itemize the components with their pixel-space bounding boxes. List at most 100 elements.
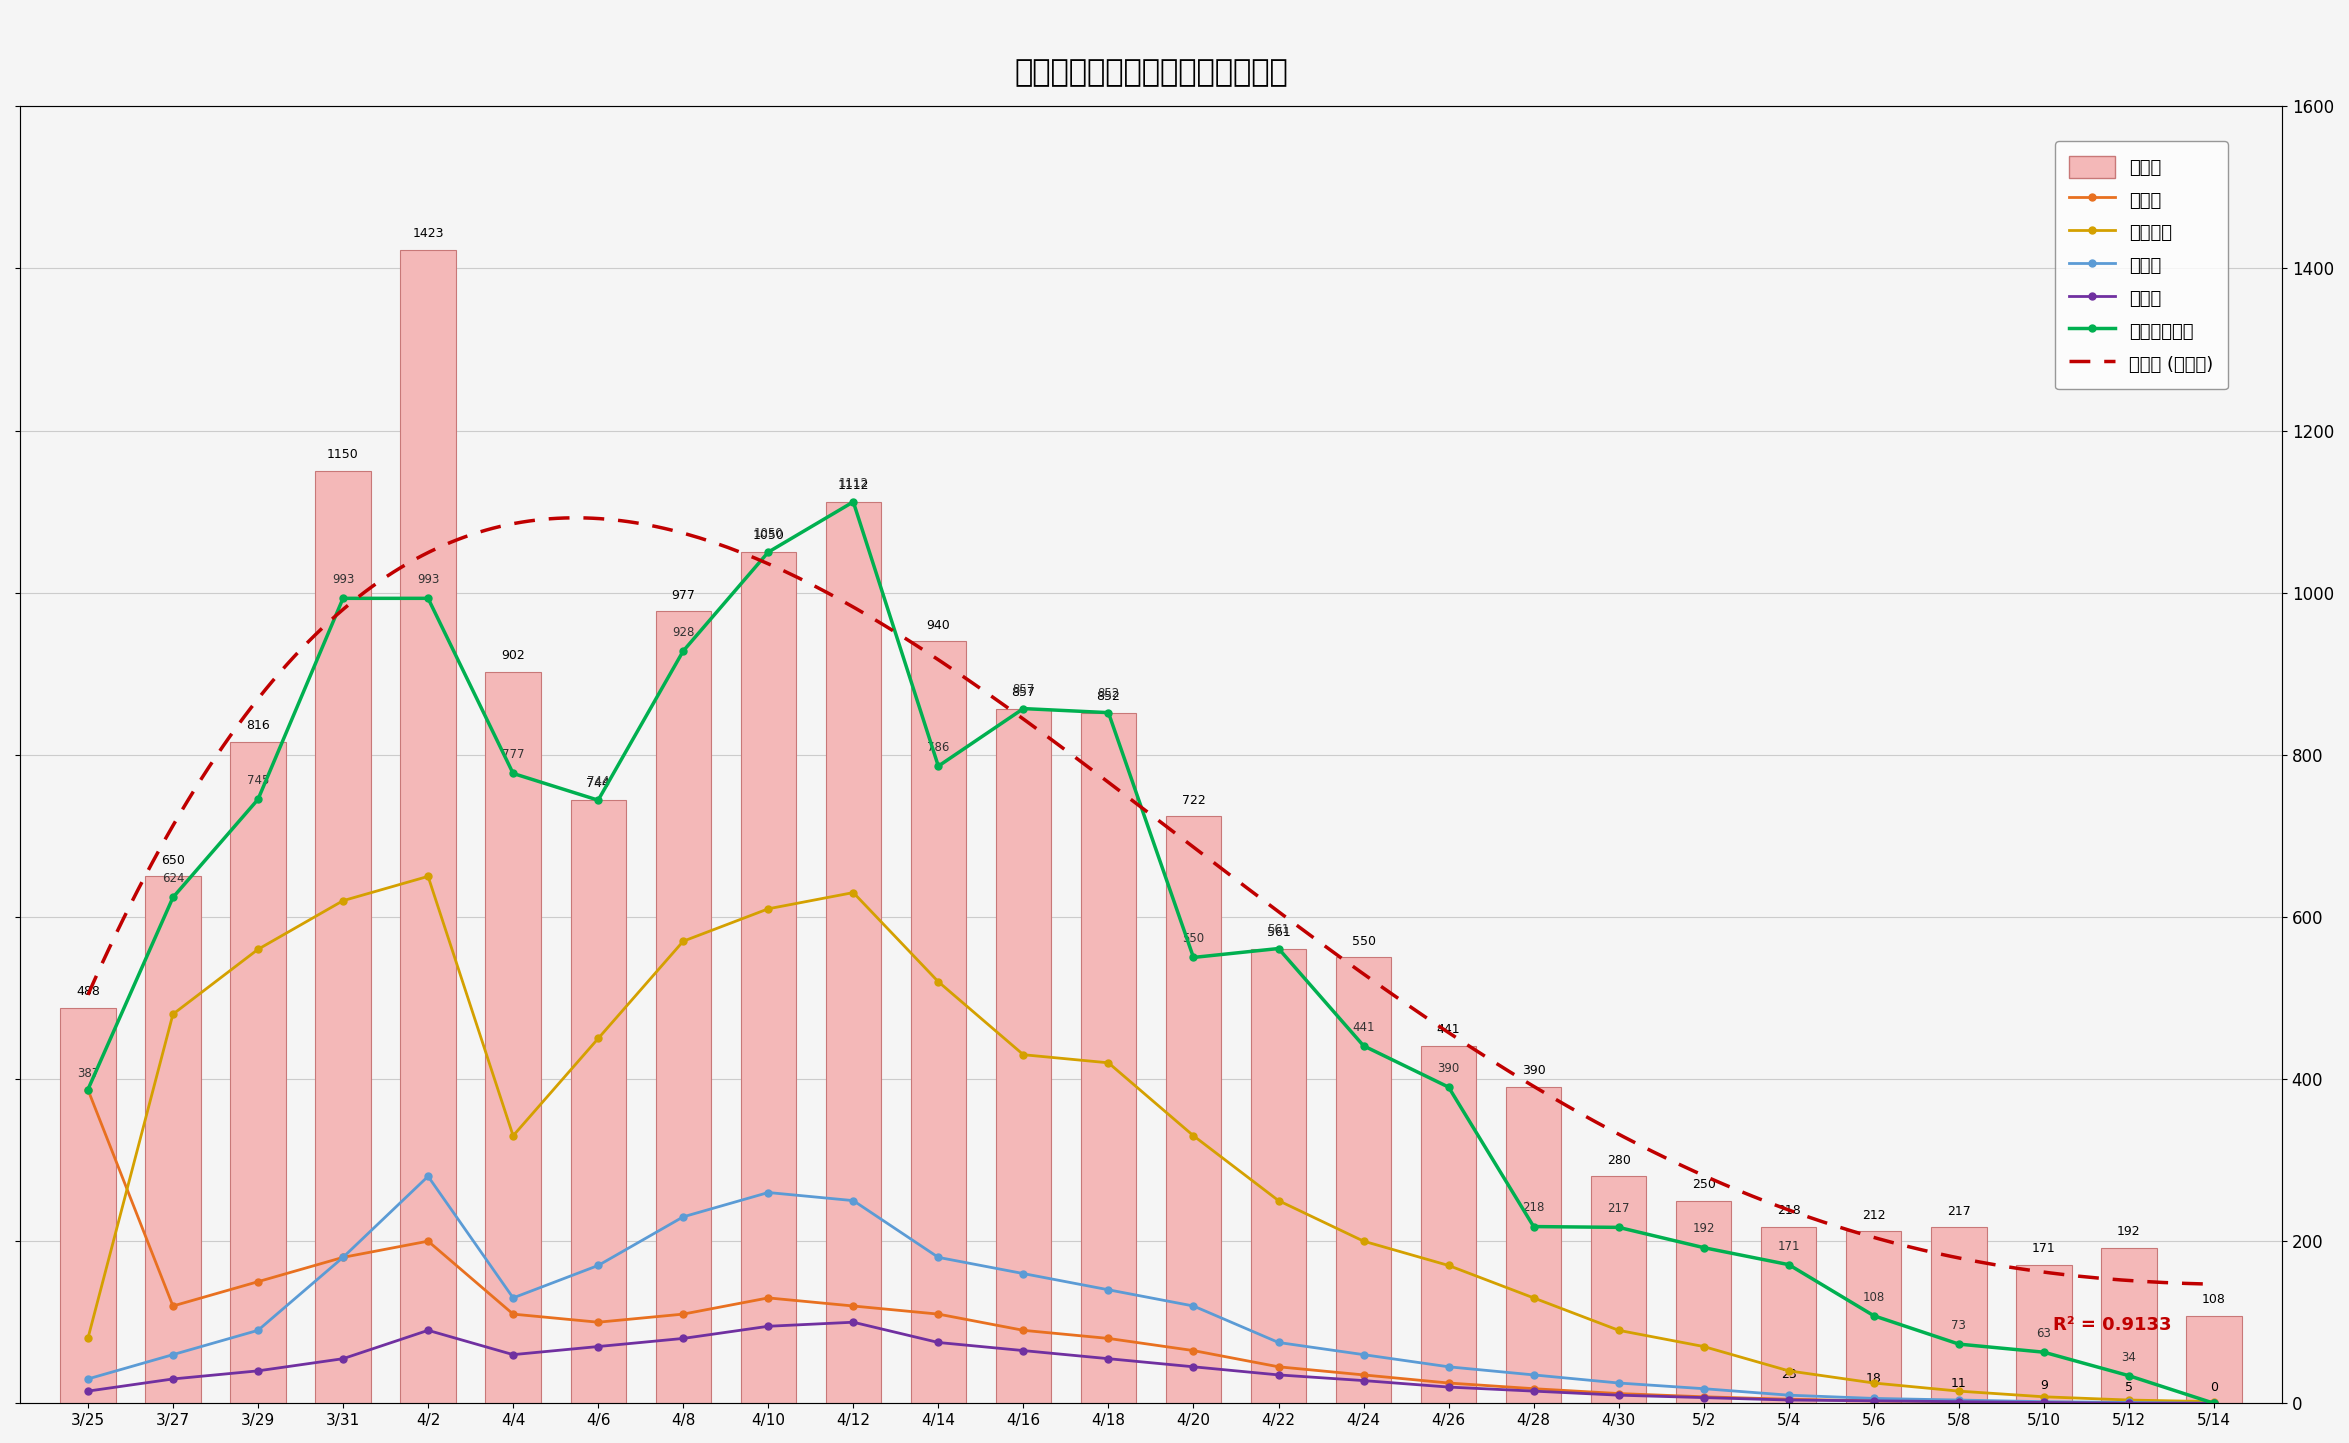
- 浦东新区: [1435, 1257, 1463, 1274]
- Bar: [911, 641, 965, 1403]
- Bar: [230, 742, 287, 1403]
- Bar: [740, 553, 796, 1403]
- 闵行区: [498, 1306, 526, 1323]
- 浦东新区: [1860, 1374, 1889, 1391]
- Text: 1112: 1112: [839, 476, 869, 489]
- 黄浦区: [669, 1330, 698, 1348]
- Bar: [1252, 948, 1306, 1403]
- Text: 561: 561: [1266, 926, 1290, 939]
- Line: 浦东新区: 浦东新区: [85, 873, 2217, 1405]
- Text: 940: 940: [926, 619, 951, 632]
- 闵行区: [1348, 1367, 1377, 1384]
- 黄浦区: [1945, 1392, 1973, 1410]
- 浦东闵行以外: [585, 792, 613, 810]
- Text: 217: 217: [1607, 1202, 1630, 1215]
- 多项式 (上海市): [2008, 1260, 2037, 1277]
- 黄浦区: [329, 1351, 357, 1368]
- Text: 390: 390: [1438, 1062, 1459, 1075]
- 浦东闵行以外: [1776, 1255, 1804, 1273]
- Bar: [1506, 1087, 1562, 1403]
- Bar: [1590, 1176, 1647, 1403]
- 黄浦区: [1604, 1387, 1633, 1404]
- Bar: [2102, 1248, 2156, 1403]
- Text: 1050: 1050: [754, 527, 782, 540]
- 浦东新区: [1945, 1382, 1973, 1400]
- 徐汇区: [585, 1257, 613, 1274]
- 徐汇区: [1348, 1346, 1377, 1364]
- Text: 550: 550: [1182, 932, 1205, 945]
- 浦东闵行以外: [2030, 1343, 2058, 1361]
- 徐汇区: [1776, 1387, 1804, 1404]
- Bar: [1762, 1227, 1816, 1403]
- Text: 250: 250: [1691, 1177, 1715, 1190]
- 黄浦区: [1095, 1351, 1123, 1368]
- 浦东闵行以外: [1179, 949, 1207, 967]
- 黄浦区: [754, 1317, 782, 1335]
- Text: 786: 786: [928, 740, 949, 755]
- Text: 561: 561: [1268, 924, 1290, 937]
- 闵行区: [839, 1297, 867, 1315]
- Bar: [996, 709, 1050, 1403]
- 浦东新区: [498, 1127, 526, 1144]
- Title: 上海各区闭环管控外筛查确诊趋势: 上海各区闭环管控外筛查确诊趋势: [1015, 58, 1287, 87]
- 黄浦区: [1179, 1358, 1207, 1375]
- Bar: [1081, 713, 1137, 1403]
- Text: 488: 488: [75, 986, 101, 999]
- 浦东闵行以外: [1520, 1218, 1548, 1235]
- 黄浦区: [1520, 1382, 1548, 1400]
- Text: 1112: 1112: [839, 479, 869, 492]
- 闵行区: [923, 1306, 951, 1323]
- 黄浦区: [1689, 1390, 1717, 1407]
- Text: 63: 63: [2037, 1328, 2051, 1341]
- 浦东新区: [329, 892, 357, 909]
- 闵行区: [1689, 1388, 1717, 1405]
- 浦东闵行以外: [73, 1081, 101, 1098]
- Line: 多项式 (上海市): 多项式 (上海市): [87, 518, 2215, 1284]
- Text: 857: 857: [1012, 685, 1036, 698]
- 黄浦区: [1860, 1392, 1889, 1410]
- Bar: [1165, 817, 1221, 1403]
- Bar: [399, 250, 456, 1403]
- 多项式 (上海市): [1872, 1232, 1900, 1250]
- Text: 192: 192: [1694, 1222, 1715, 1235]
- Text: 390: 390: [1522, 1065, 1546, 1078]
- 徐汇区: [413, 1167, 442, 1185]
- 浦东新区: [1520, 1289, 1548, 1306]
- Text: 441: 441: [1438, 1023, 1461, 1036]
- 闵行区: [1179, 1342, 1207, 1359]
- Text: 928: 928: [672, 626, 695, 639]
- 闵行区: [669, 1306, 698, 1323]
- Text: 993: 993: [416, 573, 439, 586]
- Bar: [655, 612, 712, 1403]
- Text: 1150: 1150: [327, 449, 359, 462]
- Text: 217: 217: [1947, 1205, 1971, 1218]
- Text: 212: 212: [1863, 1209, 1886, 1222]
- Text: 777: 777: [503, 749, 524, 762]
- 徐汇区: [1520, 1367, 1548, 1384]
- Text: 852: 852: [1097, 687, 1120, 700]
- 闵行区: [2114, 1394, 2142, 1411]
- Text: 852: 852: [1097, 690, 1120, 703]
- 浦东闵行以外: [498, 765, 526, 782]
- 徐汇区: [1945, 1391, 1973, 1408]
- Bar: [571, 801, 625, 1403]
- 浦东新区: [413, 867, 442, 885]
- Bar: [1337, 958, 1391, 1403]
- 闵行区: [1945, 1392, 1973, 1410]
- 多项式 (上海市): [80, 970, 108, 987]
- Text: 218: 218: [1776, 1203, 1802, 1216]
- 浦东闵行以外: [1860, 1307, 1889, 1325]
- 徐汇区: [669, 1208, 698, 1225]
- 浦东新区: [923, 973, 951, 990]
- 闵行区: [754, 1289, 782, 1306]
- 闵行区: [329, 1248, 357, 1266]
- 浦东闵行以外: [413, 590, 442, 608]
- Text: 744: 744: [587, 778, 611, 791]
- Text: 108: 108: [2201, 1293, 2227, 1306]
- Bar: [61, 1007, 115, 1403]
- Bar: [1677, 1201, 1731, 1403]
- 徐汇区: [498, 1289, 526, 1306]
- Text: 192: 192: [2116, 1225, 2140, 1238]
- Bar: [1931, 1228, 1987, 1403]
- 黄浦区: [160, 1371, 188, 1388]
